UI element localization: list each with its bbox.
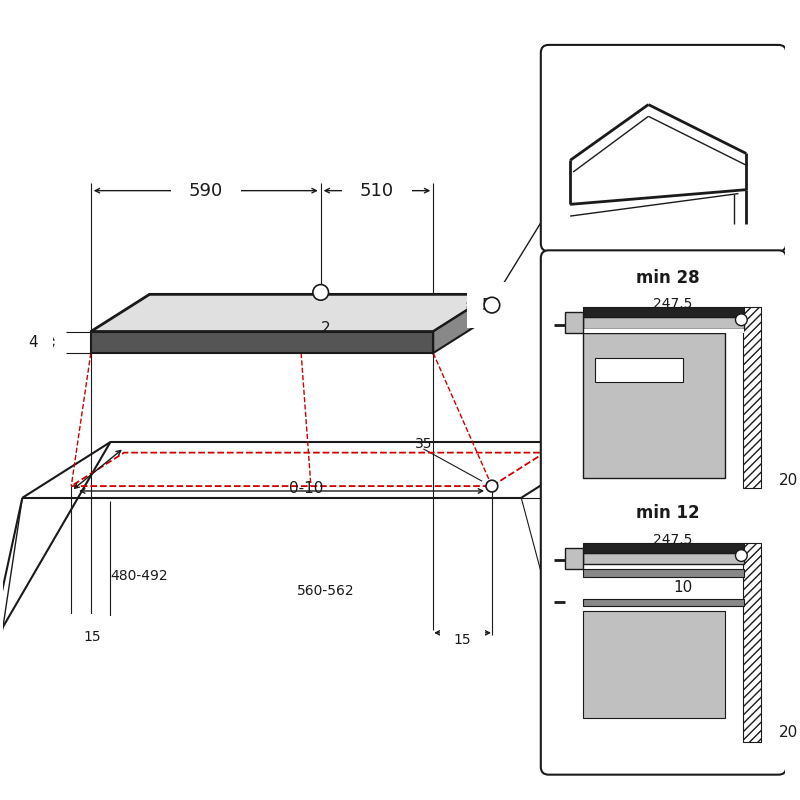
Text: 35: 35 [414, 437, 432, 451]
Circle shape [486, 480, 498, 492]
Text: 15: 15 [454, 633, 471, 646]
Text: 15: 15 [72, 628, 90, 642]
Text: 20: 20 [778, 725, 798, 740]
Circle shape [313, 285, 329, 300]
Text: 0-10: 0-10 [289, 481, 323, 495]
Polygon shape [433, 294, 492, 353]
Text: min 12: min 12 [636, 505, 700, 522]
Text: min 28: min 28 [636, 269, 700, 286]
Bar [566, 548, 583, 570]
Bar [583, 570, 744, 577]
Circle shape [735, 550, 747, 562]
Polygon shape [91, 294, 492, 331]
Text: 590: 590 [189, 182, 223, 200]
Text: 247.5: 247.5 [653, 533, 693, 547]
Text: 100: 100 [546, 490, 574, 506]
Text: 4: 4 [28, 334, 38, 350]
FancyBboxPatch shape [541, 250, 786, 774]
Text: 480-492: 480-492 [110, 569, 168, 583]
Text: 20: 20 [778, 473, 798, 488]
Bar [566, 312, 583, 334]
Bar [583, 598, 744, 606]
Text: 60: 60 [644, 657, 663, 672]
Text: 247.5: 247.5 [653, 297, 693, 311]
Bar [583, 334, 725, 478]
Text: 2: 2 [321, 321, 330, 336]
Bar [583, 543, 744, 553]
Text: 10: 10 [673, 580, 692, 595]
Bar [743, 543, 761, 742]
Bar [583, 329, 744, 334]
Text: 560-562: 560-562 [297, 584, 354, 598]
Bar [583, 553, 744, 564]
Text: 50: 50 [482, 298, 502, 313]
Text: 510: 510 [360, 182, 394, 200]
Bar [743, 307, 761, 488]
Bar [583, 307, 744, 317]
Bar [594, 358, 682, 382]
Bar [583, 611, 725, 718]
Circle shape [735, 314, 747, 326]
Text: 15: 15 [83, 630, 101, 644]
Circle shape [484, 298, 500, 313]
Bar [583, 317, 744, 329]
FancyBboxPatch shape [541, 45, 786, 251]
Polygon shape [91, 331, 433, 353]
